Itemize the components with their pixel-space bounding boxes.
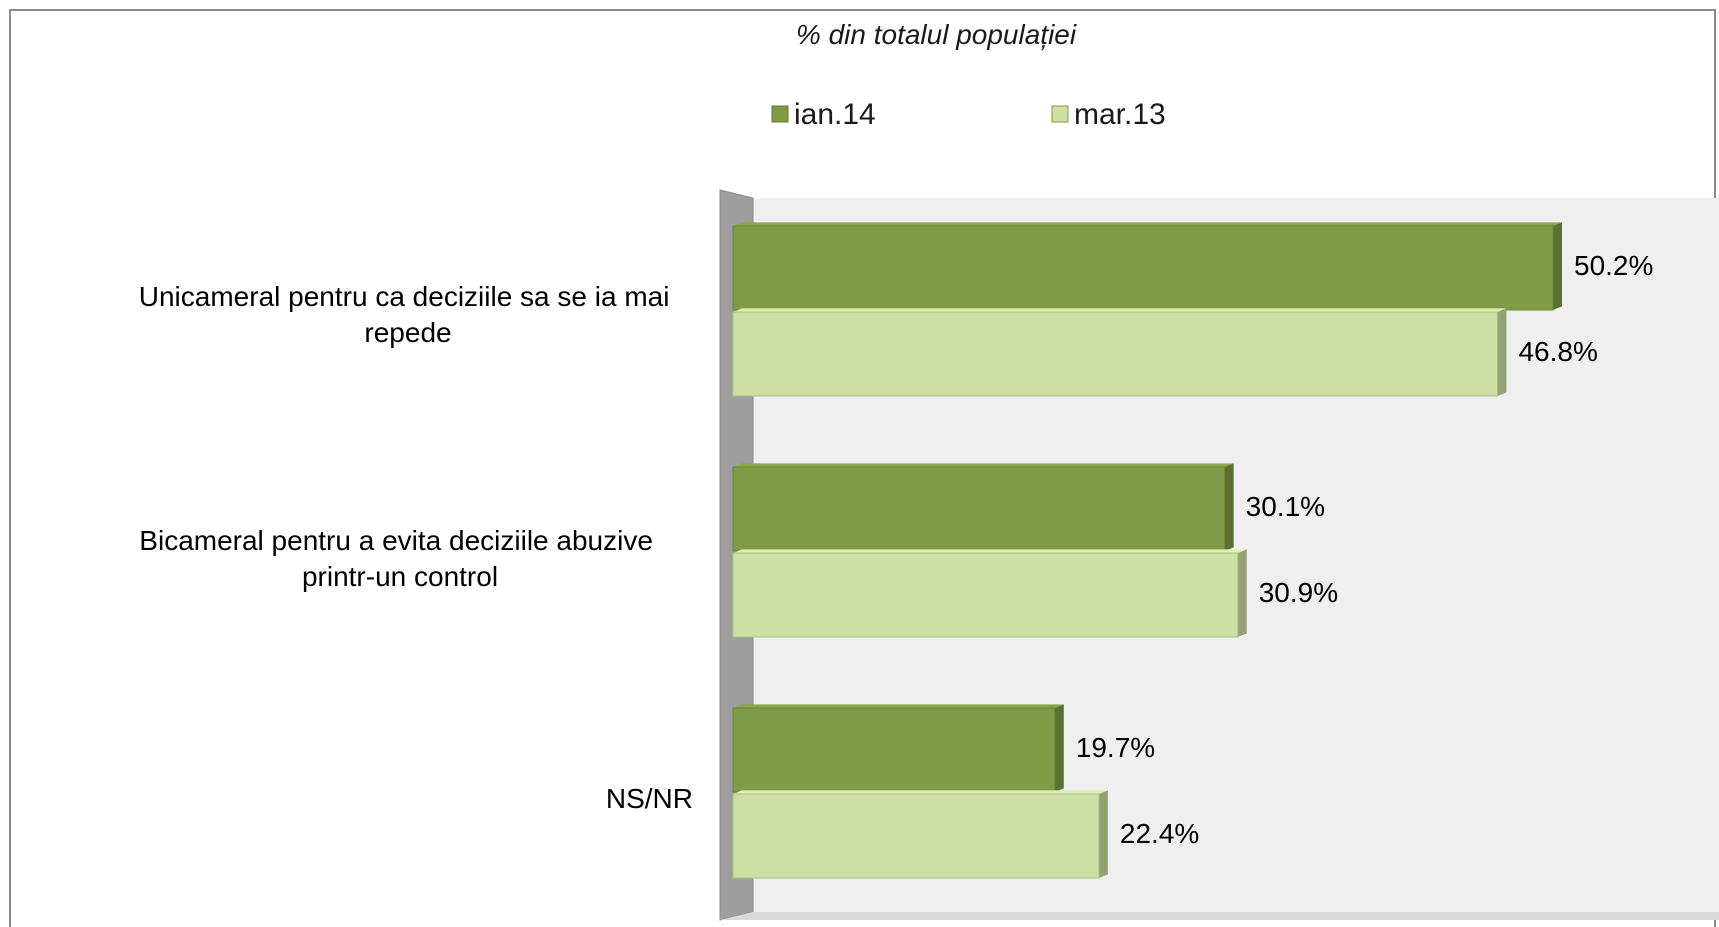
bar-series-1 xyxy=(732,704,1064,793)
bar-top-face xyxy=(733,308,1507,312)
bar-series-1 xyxy=(732,222,1562,311)
bar-front-face xyxy=(732,311,1498,397)
legend-item-series-2: mar.13 xyxy=(1051,98,1166,131)
category-label-line: repede xyxy=(364,317,451,348)
bars xyxy=(732,222,1562,879)
value-label: 46.8% xyxy=(1518,336,1597,367)
category-label: Unicameral pentru ca deciziile sa se ia … xyxy=(139,281,677,348)
legend-label-series-1: ian.14 xyxy=(794,98,876,131)
category-labels: Unicameral pentru ca deciziile sa se ia … xyxy=(139,281,693,814)
bar-top-face xyxy=(733,704,1064,708)
bar-side-face xyxy=(1497,308,1507,396)
legend-swatch-series-2 xyxy=(1051,105,1069,123)
bar-side-face xyxy=(1054,704,1064,792)
category-label-line: printr-un control xyxy=(302,561,498,592)
bar-series-2 xyxy=(732,308,1507,397)
category-label-line: NS/NR xyxy=(606,783,693,814)
category-label: NS/NR xyxy=(606,783,693,814)
chart-title: % din totalul populației xyxy=(796,19,1077,50)
category-label-line: Unicameral pentru ca deciziile sa se ia … xyxy=(139,281,670,312)
bar-series-1 xyxy=(732,463,1234,552)
bar-top-face xyxy=(733,549,1247,553)
legend: ian.14 mar.13 xyxy=(771,98,1166,131)
bar-side-face xyxy=(1098,790,1108,878)
value-label: 30.1% xyxy=(1246,491,1325,522)
bar-front-face xyxy=(732,466,1226,552)
bar-top-face xyxy=(733,463,1234,467)
value-labels: 50.2% 30.1% 19.7% 46.8% 30.9% 22.4% xyxy=(1076,250,1654,849)
bar-front-face xyxy=(732,707,1056,793)
bar-top-face xyxy=(733,222,1562,226)
bar-front-face xyxy=(732,225,1554,311)
value-label: 19.7% xyxy=(1076,732,1155,763)
bar-side-face xyxy=(1553,222,1562,310)
category-label-line: Bicameral pentru a evita deciziile abuzi… xyxy=(139,525,653,556)
bar-side-face xyxy=(1237,549,1247,637)
bar-front-face xyxy=(732,552,1239,638)
plot-floor xyxy=(720,912,1719,920)
category-label: Bicameral pentru a evita deciziile abuzi… xyxy=(139,525,660,592)
bar-series-2 xyxy=(732,549,1247,638)
legend-item-series-1: ian.14 xyxy=(771,98,876,131)
bar-front-face xyxy=(732,793,1100,879)
value-label: 50.2% xyxy=(1574,250,1653,281)
bar-side-face xyxy=(1224,463,1234,551)
legend-label-series-2: mar.13 xyxy=(1074,98,1166,131)
bar-series-2 xyxy=(732,790,1108,879)
value-label: 30.9% xyxy=(1259,577,1338,608)
value-label: 22.4% xyxy=(1120,818,1199,849)
legend-swatch-series-1 xyxy=(771,105,789,123)
bar-top-face xyxy=(733,790,1108,794)
